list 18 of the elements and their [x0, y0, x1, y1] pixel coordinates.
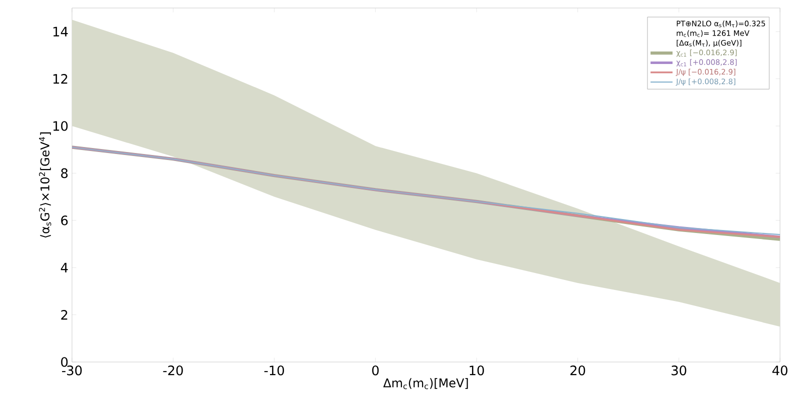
x-tick-label: 20 [570, 366, 586, 376]
y-tick-label: 12 [53, 74, 68, 84]
text: ⟨α$_{s}$G$^{2}$⟩×10$^{2}$[GeV$^{4}$] [39, 132, 52, 238]
x-tick-label: 0 [372, 366, 379, 376]
y-tick-label: 2 [61, 310, 68, 320]
x-axis-title: Δm$_{c}$(m$_{c}$)[MeV] [383, 378, 468, 390]
x-tick-label: 30 [672, 366, 686, 376]
x-tick-label: -10 [264, 366, 284, 376]
y-tick-label: 8 [61, 168, 68, 178]
x-tick-label: 40 [772, 366, 788, 376]
y-tick-label: 4 [60, 262, 68, 272]
x-tick-label: -20 [163, 366, 183, 376]
x-tick-label: 10 [470, 366, 484, 376]
y-tick-label: 10 [53, 121, 68, 131]
y-tick-label: 0 [61, 357, 68, 367]
y-tick-label: 6 [61, 216, 68, 226]
y-tick-label: 14 [53, 26, 68, 36]
x-tick-label: -30 [62, 366, 82, 376]
